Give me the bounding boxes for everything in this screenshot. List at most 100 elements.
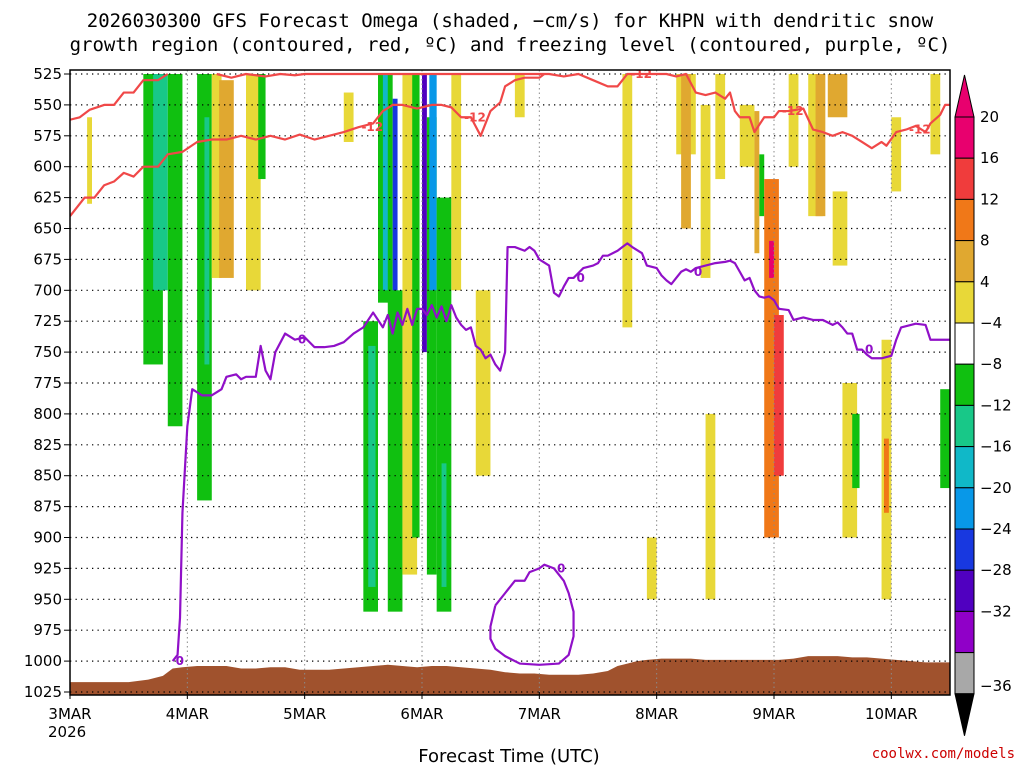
- omega-region-0: [87, 117, 92, 204]
- x-axis-year-label: 2026: [48, 723, 86, 741]
- y-tick-label-19: 1000: [24, 652, 62, 670]
- y-tick-label-6: 675: [33, 250, 62, 268]
- contour-layer: -12-12-12-12-120000000: [70, 67, 950, 668]
- y-tick-label-5: 650: [33, 220, 62, 238]
- omega-region-2: [153, 74, 168, 291]
- y-tick-label-9: 750: [33, 343, 62, 361]
- omega-region-46: [852, 413, 860, 489]
- omega-region-27: [622, 74, 633, 328]
- omega-region-20: [426, 117, 437, 575]
- colorbar-swatch-1: [954, 157, 975, 200]
- y-tick-label-4: 625: [33, 189, 62, 207]
- omega-region-18: [412, 74, 420, 538]
- freezing-contour-label-0-4: 0: [865, 343, 873, 357]
- omega-region-12: [368, 345, 376, 587]
- y-tick-label-20: 1025: [24, 683, 62, 701]
- omega-region-49: [891, 117, 902, 192]
- colorbar-swatch-13: [954, 652, 975, 695]
- x-tick-label-2: 5MAR: [283, 705, 326, 723]
- omega-region-7: [219, 80, 234, 278]
- chart-title-line-2: growth region (contoured, red, ºC) and f…: [70, 34, 951, 56]
- x-axis-ticks: 3MAR 4MAR 5MAR 6MAR 7MAR 8MAR 9MAR 10MAR: [48, 692, 918, 723]
- colorbar-extend-bottom: [954, 693, 975, 736]
- colorbar-swatch-5: [954, 322, 975, 365]
- colorbar-label-10: −24: [980, 520, 1012, 538]
- x-tick-label-7: 10MAR: [865, 705, 918, 723]
- colorbar-swatch-9: [954, 487, 975, 530]
- dgz-contour-label-1-0: -12: [361, 120, 383, 134]
- freezing-contour-label-1-0: 0: [557, 561, 565, 575]
- colorbar-label-8: −16: [980, 438, 1012, 456]
- y-tick-label-7: 700: [33, 281, 62, 299]
- y-tick-label-16: 925: [33, 559, 62, 577]
- chart-title-line-1: 2026030300 GFS Forecast Omega (shaded, −…: [87, 10, 934, 32]
- omega-region-16: [387, 290, 403, 612]
- colorbar-label-0: 20: [980, 108, 999, 126]
- y-tick-label-17: 950: [33, 590, 62, 608]
- omega-region-6: [211, 74, 222, 278]
- x-tick-label-4: 7MAR: [518, 705, 561, 723]
- grid-layer: [69, 70, 950, 695]
- omega-region-8: [246, 74, 261, 291]
- y-tick-label-13: 850: [33, 467, 62, 485]
- colorbar-label-1: 16: [980, 149, 999, 167]
- omega-region-15: [392, 98, 398, 365]
- omega-region-3: [167, 74, 183, 427]
- y-tick-label-14: 875: [33, 498, 62, 516]
- omega-region-23: [441, 463, 447, 587]
- colorbar-swatch-4: [954, 281, 975, 324]
- omega-region-33: [715, 74, 726, 180]
- y-tick-label-15: 900: [33, 529, 62, 547]
- colorbar-label-4: 4: [980, 273, 990, 291]
- y-axis-ticks: 525 550 575 600 625 650 675 700 725 750 775 800 825 8…: [24, 65, 70, 701]
- y-tick-label-18: 975: [33, 621, 62, 639]
- dgz-contour-label-1-1: -12: [464, 110, 486, 124]
- y-tick-label-11: 800: [33, 405, 62, 423]
- colorbar: 20 16 12 8 4 −4 −8 −12 −16 −20 −24 −28 −32 −36: [954, 74, 1012, 736]
- omega-region-31: [700, 104, 711, 278]
- dgz-contour-label-2-0: -12: [630, 67, 652, 81]
- colorbar-swatch-6: [954, 363, 975, 406]
- y-tick-label-3: 600: [33, 158, 62, 176]
- colorbar-label-7: −12: [980, 396, 1012, 414]
- y-tick-label-8: 725: [33, 312, 62, 330]
- omega-region-26: [514, 74, 525, 118]
- freezing-contour-1: [489, 563, 575, 666]
- omega-region-21: [429, 74, 437, 291]
- x-tick-label-0: 3MAR: [48, 705, 91, 723]
- omega-region-5: [204, 117, 210, 365]
- omega-region-32: [705, 413, 716, 600]
- y-tick-label-10: 775: [33, 374, 62, 392]
- omega-region-9: [258, 74, 266, 180]
- omega-region-51: [940, 389, 950, 489]
- freezing-contour-label-0-1: 0: [298, 333, 306, 347]
- omega-region-28: [646, 537, 657, 600]
- y-tick-label-12: 825: [33, 436, 62, 454]
- omega-region-48: [884, 438, 889, 513]
- x-axis-title: Forecast Time (UTC): [418, 746, 599, 767]
- omega-region-10: [343, 92, 354, 142]
- colorbar-label-2: 12: [980, 190, 999, 208]
- omega-region-40: [788, 74, 799, 167]
- omega-region-39: [774, 315, 784, 476]
- colorbar-label-9: −20: [980, 479, 1012, 497]
- x-tick-label-6: 9MAR: [752, 705, 795, 723]
- omega-region-22: [436, 197, 452, 612]
- omega-region-50: [930, 74, 941, 155]
- omega-region-19: [422, 74, 427, 353]
- dgz-contour-2: [216, 72, 950, 150]
- omega-region-42: [815, 74, 826, 217]
- colorbar-label-11: −28: [980, 561, 1012, 579]
- omega-region-38: [769, 240, 774, 278]
- dgz-contour-label-2-2: -12: [909, 123, 931, 137]
- y-tick-label-0: 525: [33, 65, 62, 83]
- colorbar-label-13: −36: [980, 677, 1012, 695]
- dgz-contour-label-2-1: -12: [782, 104, 804, 118]
- y-tick-label-1: 550: [33, 96, 62, 114]
- colorbar-label-12: −32: [980, 602, 1012, 620]
- omega-region-43: [827, 74, 848, 118]
- x-tick-label-3: 6MAR: [400, 705, 443, 723]
- omega-region-35: [754, 111, 760, 254]
- colorbar-label-3: 8: [980, 232, 990, 250]
